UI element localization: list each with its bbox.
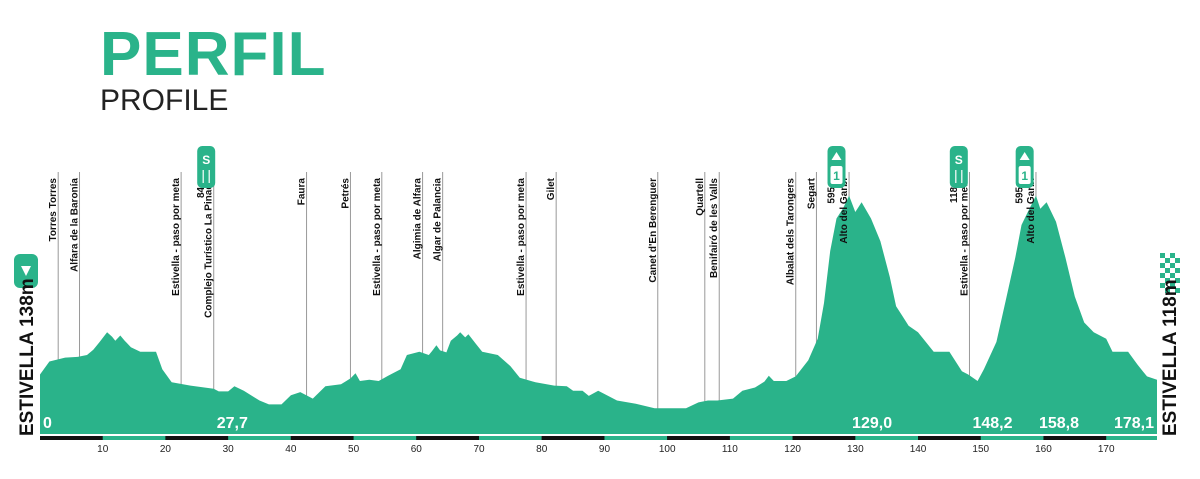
sprint-badge: S	[197, 146, 216, 188]
altitude-label: 595m	[827, 178, 838, 204]
finish-label: ESTIVELLA 118m	[1160, 279, 1181, 436]
place-label: Estivella - paso por meta	[516, 178, 527, 296]
km-marker-label: 158,8	[1039, 415, 1079, 432]
axis-segment	[165, 436, 229, 440]
x-tick-label: 110	[722, 444, 738, 455]
axis-segment	[792, 436, 856, 440]
x-tick-label: 10	[97, 444, 109, 455]
sprint-letter: S	[955, 153, 963, 167]
place-label: Estivella - paso por meta	[959, 178, 970, 296]
axis-segment	[918, 436, 981, 440]
place-label: Albalat dels Tarongers	[786, 178, 797, 286]
climb-category: 1	[833, 169, 840, 183]
place-label: Torres Torres	[48, 178, 59, 242]
x-tick-label: 70	[473, 444, 485, 455]
place-label: Canet d'En Berenguer	[648, 178, 659, 283]
start-icon	[14, 254, 38, 288]
climb-category: 1	[1021, 169, 1028, 183]
x-tick-label: 50	[348, 444, 360, 455]
x-tick-label: 40	[285, 444, 297, 455]
axis-segment	[604, 436, 668, 440]
place-label: Gilet	[546, 177, 557, 200]
axis-segment	[1043, 436, 1107, 440]
place-label: Complejo Turístico La Pinada	[204, 178, 215, 318]
place-label: Alto del Garbí	[839, 177, 850, 244]
place-label: Algar de Palancia	[433, 178, 444, 262]
x-tick-label: 150	[972, 444, 989, 455]
climb-icon	[1019, 152, 1030, 160]
axis-segment	[980, 436, 1044, 440]
finish-flag-icon	[1160, 253, 1180, 293]
x-tick-label: 130	[847, 444, 864, 455]
climb-badge: 1	[1015, 146, 1034, 188]
axis-segment	[1106, 436, 1157, 440]
cutlery-icon	[202, 170, 210, 183]
cutlery-icon	[955, 170, 963, 183]
x-tick-label: 160	[1035, 444, 1052, 455]
place-label: Segart	[806, 177, 817, 209]
climb-icon	[831, 152, 842, 160]
x-tick-label: 90	[599, 444, 611, 455]
axis-segment	[228, 436, 291, 440]
place-label: Alfara de la Baronía	[70, 178, 81, 272]
altitude-label: 118m	[949, 178, 960, 203]
x-tick-label: 120	[784, 444, 801, 455]
km-marker-label: 129,0	[852, 415, 892, 432]
page-title: PERFIL	[100, 20, 327, 89]
axis-segment	[541, 436, 605, 440]
axis-segment	[353, 436, 417, 440]
x-tick-label: 140	[910, 444, 927, 455]
x-tick-label: 30	[223, 444, 235, 455]
axis-segment	[855, 436, 919, 440]
km-marker-label: 0	[43, 415, 52, 432]
axis-segment	[416, 436, 480, 440]
km-marker-label: 148,2	[972, 415, 1012, 432]
place-label: Algimia de Alfara	[413, 178, 424, 260]
x-tick-label: 80	[536, 444, 548, 455]
axis-segment	[667, 436, 730, 440]
place-label: Estivella - paso por meta	[372, 178, 383, 296]
sprint-badge: S	[949, 146, 968, 188]
km-marker-label: 178,1	[1114, 415, 1154, 432]
page-subtitle: PROFILE	[100, 84, 229, 117]
axis-segment	[479, 436, 542, 440]
place-label: Estivella - paso por meta	[171, 178, 182, 296]
axis-segment	[729, 436, 793, 440]
axis-segment	[102, 436, 166, 440]
start-label: ESTIVELLA 138m	[17, 278, 38, 436]
place-label: Faura	[297, 178, 308, 206]
x-tick-label: 20	[160, 444, 172, 455]
x-tick-label: 100	[659, 444, 676, 455]
axis-segment	[290, 436, 354, 440]
sprint-letter: S	[202, 153, 210, 167]
place-label: Alto del Garbí	[1026, 177, 1037, 244]
place-label: Petrés	[340, 178, 351, 209]
place-label: Benifairó de les Valls	[709, 178, 720, 278]
elevation-area	[40, 195, 1157, 434]
climb-badge: 1	[827, 146, 846, 188]
altitude-label: 595m	[1015, 178, 1026, 204]
axis-segment	[40, 436, 103, 440]
km-marker-label: 27,7	[217, 415, 248, 432]
place-label: Quartell	[695, 178, 706, 216]
x-tick-label: 170	[1098, 444, 1115, 455]
x-tick-label: 60	[411, 444, 423, 455]
